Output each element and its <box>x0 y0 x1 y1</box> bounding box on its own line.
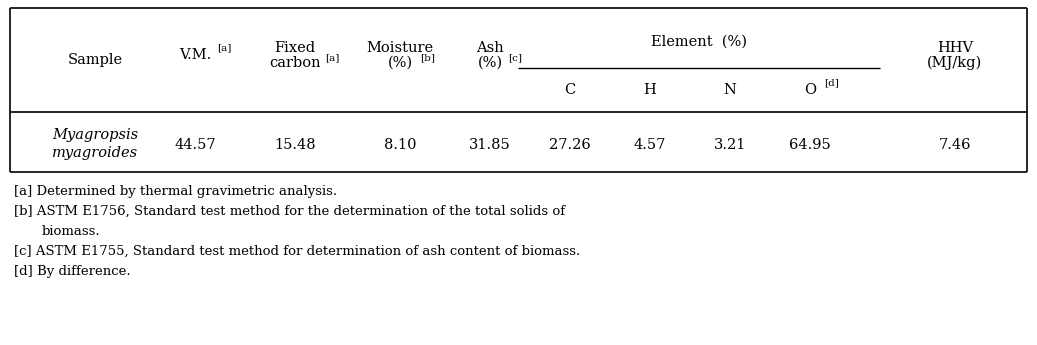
Text: C: C <box>564 83 576 97</box>
Text: (MJ/kg): (MJ/kg) <box>927 56 983 70</box>
Text: Fixed: Fixed <box>275 41 315 55</box>
Text: HHV: HHV <box>937 41 973 55</box>
Text: V.M.: V.M. <box>178 48 212 62</box>
Text: [c] ASTM E1755, Standard test method for determination of ash content of biomass: [c] ASTM E1755, Standard test method for… <box>15 245 581 258</box>
Text: [d] By difference.: [d] By difference. <box>15 265 131 278</box>
Text: [c]: [c] <box>508 53 522 62</box>
Text: [a]: [a] <box>217 43 231 52</box>
Text: Moisture: Moisture <box>366 41 433 55</box>
Text: 64.95: 64.95 <box>789 138 831 152</box>
Text: 3.21: 3.21 <box>713 138 747 152</box>
Text: 27.26: 27.26 <box>550 138 591 152</box>
Text: Sample: Sample <box>67 53 122 67</box>
Text: biomass.: biomass. <box>43 225 101 238</box>
Text: 8.10: 8.10 <box>384 138 416 152</box>
Text: 7.46: 7.46 <box>938 138 972 152</box>
Text: 4.57: 4.57 <box>634 138 666 152</box>
Text: N: N <box>724 83 736 97</box>
Text: O: O <box>804 83 816 97</box>
Text: Element  (%): Element (%) <box>651 35 747 49</box>
Text: (%): (%) <box>477 56 503 70</box>
Text: [a] Determined by thermal gravimetric analysis.: [a] Determined by thermal gravimetric an… <box>15 185 337 198</box>
Text: [a]: [a] <box>325 53 339 62</box>
Text: carbon: carbon <box>270 56 320 70</box>
Text: 44.57: 44.57 <box>174 138 216 152</box>
Text: Myagropsis: Myagropsis <box>52 128 138 142</box>
Text: [b]: [b] <box>420 53 435 62</box>
Text: myagroides: myagroides <box>52 146 138 160</box>
Text: H: H <box>644 83 656 97</box>
Text: 31.85: 31.85 <box>469 138 511 152</box>
Text: [b] ASTM E1756, Standard test method for the determination of the total solids o: [b] ASTM E1756, Standard test method for… <box>15 205 565 218</box>
Text: (%): (%) <box>388 56 413 70</box>
Text: 15.48: 15.48 <box>274 138 316 152</box>
Text: Ash: Ash <box>476 41 504 55</box>
Text: [d]: [d] <box>824 79 839 88</box>
